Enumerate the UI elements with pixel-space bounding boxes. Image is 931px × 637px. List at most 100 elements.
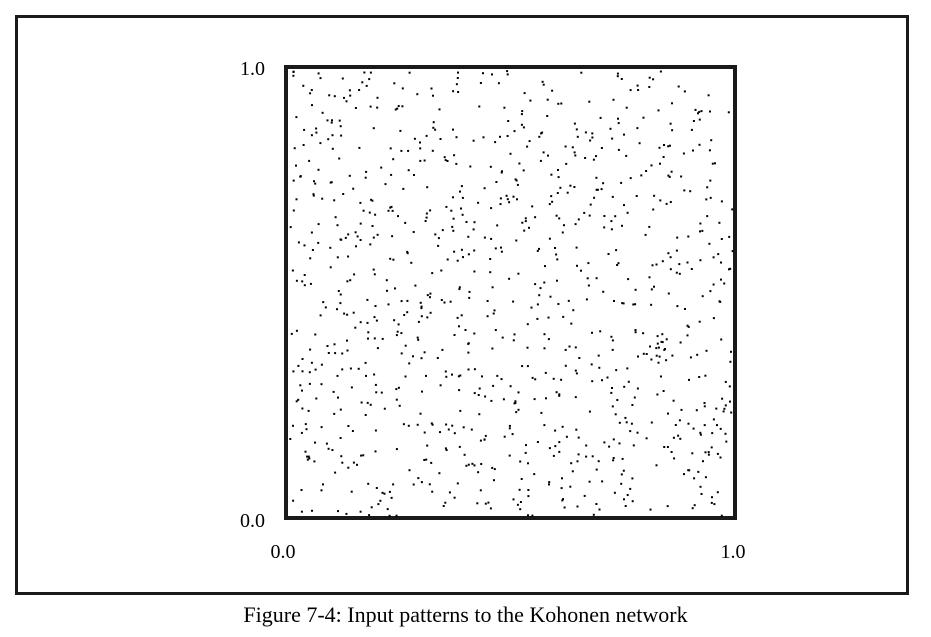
data-point (653, 194, 656, 197)
data-point (674, 424, 677, 426)
data-point (473, 368, 476, 371)
data-point (686, 261, 689, 264)
data-point (663, 144, 665, 146)
data-point (719, 427, 722, 430)
data-point (544, 265, 546, 268)
data-point (512, 300, 515, 303)
data-point (310, 134, 313, 137)
data-point (636, 127, 639, 130)
data-point (441, 229, 444, 232)
data-point (712, 317, 715, 320)
data-point (432, 126, 435, 129)
data-point (611, 348, 614, 351)
data-point (570, 322, 573, 325)
data-point (351, 430, 354, 432)
data-point (423, 431, 426, 434)
data-point (305, 428, 308, 431)
data-point (653, 285, 655, 288)
data-point (484, 395, 487, 398)
data-point (526, 145, 529, 148)
data-point (289, 226, 292, 229)
data-point (301, 280, 304, 283)
data-point (554, 247, 556, 249)
data-point (616, 75, 619, 78)
data-point (669, 268, 672, 271)
data-point (456, 316, 459, 319)
data-point (697, 470, 700, 473)
data-point (471, 462, 474, 465)
data-point (687, 422, 690, 425)
data-point (393, 319, 396, 322)
data-point (331, 134, 334, 137)
data-point (404, 344, 407, 347)
data-point (612, 438, 615, 441)
data-point (465, 221, 468, 223)
data-point (315, 131, 318, 134)
data-point (445, 423, 448, 426)
y-tick-label-max: 1.0 (240, 58, 265, 80)
data-point (506, 198, 509, 201)
data-point (458, 288, 461, 291)
data-point (524, 220, 527, 223)
data-point (729, 267, 732, 270)
data-point (375, 487, 378, 489)
data-point (508, 277, 511, 280)
data-point (347, 255, 350, 258)
data-point (533, 473, 536, 476)
data-point (526, 365, 529, 368)
data-point (671, 102, 673, 105)
data-point (417, 338, 420, 341)
data-point (362, 454, 365, 457)
data-point (506, 135, 509, 137)
data-point (386, 508, 389, 511)
data-point (547, 338, 550, 341)
data-point (376, 347, 379, 350)
data-point (456, 77, 459, 79)
data-point (460, 248, 463, 251)
data-point (698, 320, 701, 323)
data-point (543, 347, 546, 350)
data-point (394, 108, 397, 111)
data-point (678, 272, 681, 275)
data-point (670, 170, 673, 173)
data-point (460, 314, 463, 317)
data-point (439, 138, 442, 140)
data-point (530, 306, 533, 309)
data-point (350, 386, 353, 389)
data-point (560, 102, 563, 105)
data-point (333, 199, 336, 202)
data-point (634, 303, 637, 306)
data-point (503, 435, 506, 438)
data-point (591, 132, 594, 135)
data-point (425, 134, 428, 137)
data-point (659, 162, 661, 165)
data-point (538, 135, 541, 138)
data-point (391, 209, 394, 212)
data-point (352, 461, 355, 464)
data-point (383, 492, 386, 495)
data-point (704, 451, 707, 454)
data-point (437, 244, 440, 247)
data-point (445, 205, 448, 208)
data-point (467, 342, 470, 345)
data-point (526, 323, 529, 326)
data-point (667, 412, 669, 415)
data-point (496, 224, 499, 227)
data-point (338, 119, 341, 122)
data-point (347, 466, 350, 469)
data-point (463, 453, 466, 456)
data-point (615, 369, 618, 372)
data-point (311, 249, 314, 251)
data-point (489, 165, 492, 168)
data-point (620, 181, 623, 184)
data-point (636, 84, 639, 87)
data-point (300, 431, 303, 434)
data-point (434, 128, 437, 131)
data-point (549, 295, 552, 298)
data-point (317, 72, 320, 75)
data-point (546, 115, 549, 117)
data-point (502, 398, 505, 401)
data-point (731, 250, 734, 253)
data-point (543, 333, 546, 336)
